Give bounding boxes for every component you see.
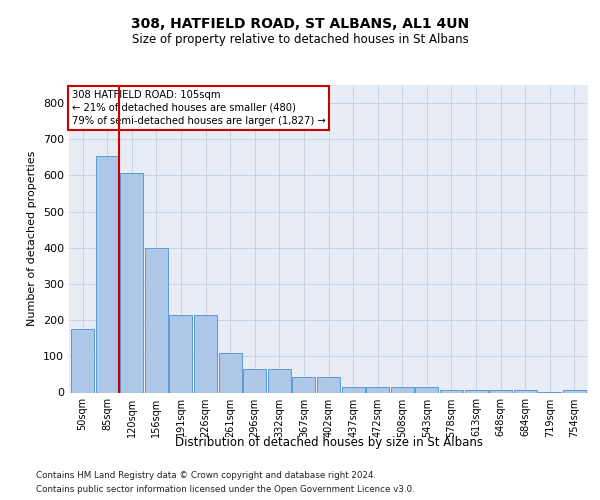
Bar (341, 386, 365, 392)
Bar (120, 173, 143, 392)
Bar (95, 156, 119, 392)
Bar (194, 314, 217, 392)
Text: Contains HM Land Registry data © Crown copyright and database right 2024.: Contains HM Land Registry data © Crown c… (36, 472, 376, 480)
Bar (268, 369, 291, 392)
Bar (563, 390, 586, 392)
Bar (145, 248, 168, 392)
Bar (489, 390, 512, 392)
Bar (243, 369, 266, 392)
Text: Contains public sector information licensed under the Open Government Licence v3: Contains public sector information licen… (36, 484, 415, 494)
Bar (391, 386, 414, 392)
Text: Size of property relative to detached houses in St Albans: Size of property relative to detached ho… (131, 32, 469, 46)
Bar (440, 390, 463, 392)
Bar (218, 354, 242, 393)
Bar (514, 390, 537, 392)
Y-axis label: Number of detached properties: Number of detached properties (28, 151, 37, 326)
Text: 308 HATFIELD ROAD: 105sqm
← 21% of detached houses are smaller (480)
79% of semi: 308 HATFIELD ROAD: 105sqm ← 21% of detac… (71, 90, 325, 126)
Bar (71, 329, 94, 392)
Text: Distribution of detached houses by size in St Albans: Distribution of detached houses by size … (175, 436, 483, 449)
Bar (292, 378, 316, 392)
Bar (366, 386, 389, 392)
Bar (317, 378, 340, 392)
Text: 308, HATFIELD ROAD, ST ALBANS, AL1 4UN: 308, HATFIELD ROAD, ST ALBANS, AL1 4UN (131, 18, 469, 32)
Bar (415, 388, 439, 392)
Bar (464, 390, 488, 392)
Bar (169, 314, 193, 392)
